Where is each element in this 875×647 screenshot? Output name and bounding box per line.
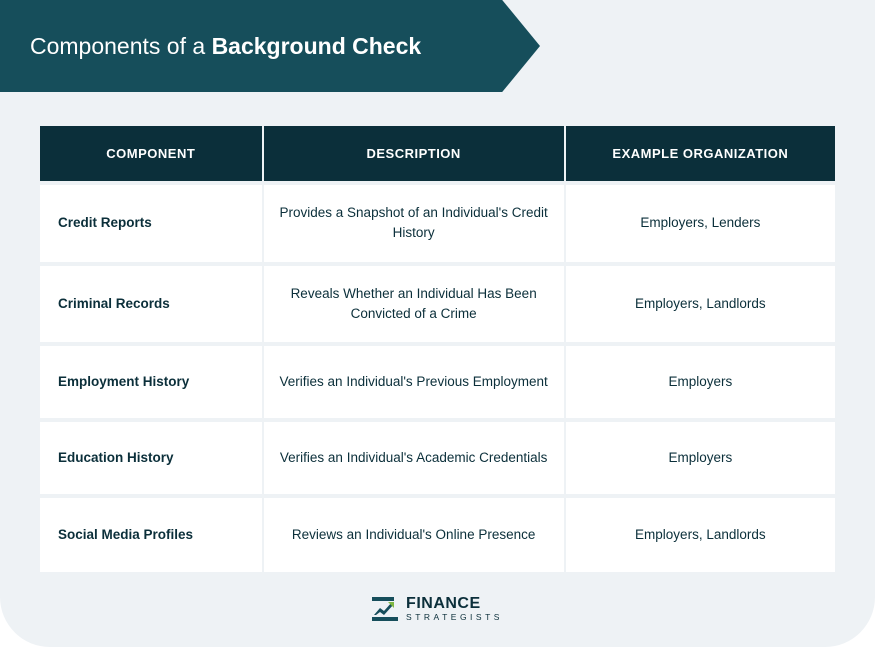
table-row: Employment HistoryVerifies an Individual… [40,344,835,420]
table-header-row: COMPONENT DESCRIPTION EXAMPLE ORGANIZATI… [40,126,835,183]
title-prefix: Components of a [30,33,212,59]
cell-component: Criminal Records [40,264,263,345]
logo-subtitle: STRATEGISTS [406,613,503,622]
column-header-description: DESCRIPTION [263,126,565,183]
column-header-component: COMPONENT [40,126,263,183]
cell-component: Education History [40,420,263,496]
cell-example-org: Employers [565,344,835,420]
cell-component: Employment History [40,344,263,420]
cell-description: Reveals Whether an Individual Has Been C… [263,264,565,345]
table-container: COMPONENT DESCRIPTION EXAMPLE ORGANIZATI… [0,92,875,572]
cell-component: Social Media Profiles [40,496,263,572]
cell-description: Verifies an Individual's Academic Creden… [263,420,565,496]
title-bold: Background Check [212,33,422,59]
table-row: Social Media ProfilesReviews an Individu… [40,496,835,572]
logo-mark-icon [372,597,398,621]
logo-text: FINANCE STRATEGISTS [406,596,503,622]
cell-component: Credit Reports [40,183,263,264]
table-row: Credit ReportsProvides a Snapshot of an … [40,183,835,264]
components-table: COMPONENT DESCRIPTION EXAMPLE ORGANIZATI… [40,126,835,572]
cell-description: Reviews an Individual's Online Presence [263,496,565,572]
page-title: Components of a Background Check [0,0,540,92]
table-row: Criminal RecordsReveals Whether an Indiv… [40,264,835,345]
cell-example-org: Employers, Landlords [565,496,835,572]
cell-description: Verifies an Individual's Previous Employ… [263,344,565,420]
cell-example-org: Employers, Landlords [565,264,835,345]
table-row: Education HistoryVerifies an Individual'… [40,420,835,496]
logo-name: FINANCE [406,596,481,612]
cell-example-org: Employers, Lenders [565,183,835,264]
title-banner: Components of a Background Check [0,0,540,92]
cell-example-org: Employers [565,420,835,496]
cell-description: Provides a Snapshot of an Individual's C… [263,183,565,264]
column-header-example-org: EXAMPLE ORGANIZATION [565,126,835,183]
logo: FINANCE STRATEGISTS [372,596,503,622]
infographic-card: Components of a Background Check COMPONE… [0,0,875,647]
footer-logo: FINANCE STRATEGISTS [0,572,875,626]
